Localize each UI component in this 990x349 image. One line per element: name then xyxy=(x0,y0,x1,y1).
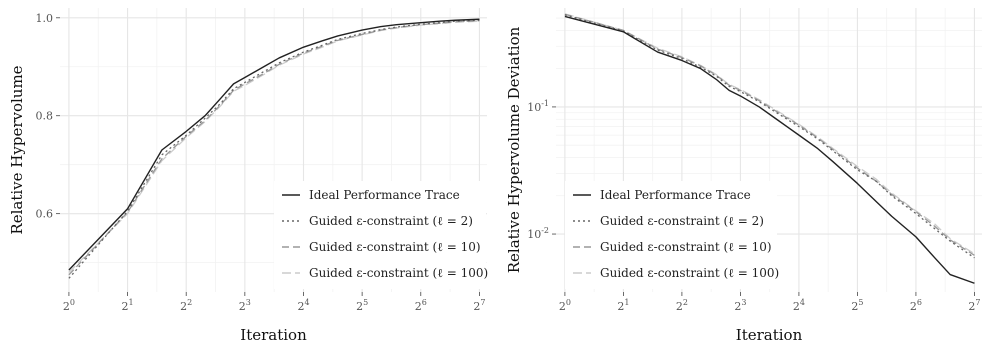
chart-svg-relative-hypervolume-deviation: 20 21 22 23 24 25 26 27 10-2 10-1 Iteration Relativ… xyxy=(505,8,982,344)
y-tick-label: 0.8 xyxy=(36,110,54,123)
y-axis: 10-2 10-1 xyxy=(527,99,556,241)
legend-label-2: Guided ε-constraint (ℓ = 10) xyxy=(600,240,772,254)
y-axis-title: Relative Hypervolume Deviation xyxy=(505,26,523,273)
y-tick-label: 0.6 xyxy=(36,208,54,221)
legend: Ideal Performance Trace Guided ε-constrai… xyxy=(565,181,779,289)
series-line-0 xyxy=(564,15,975,284)
series-lines xyxy=(564,13,975,284)
series-line-2 xyxy=(68,20,480,276)
x-tick-label: 26 xyxy=(910,298,922,313)
x-tick-label: 20 xyxy=(63,298,75,313)
y-axis-title: Relative Hypervolume xyxy=(8,65,26,234)
legend: Ideal Performance Trace Guided ε-constrai… xyxy=(274,181,488,289)
series-line-1 xyxy=(68,19,480,279)
legend-label-3: Guided ε-constraint (ℓ = 100) xyxy=(600,266,779,280)
legend-label-2: Guided ε-constraint (ℓ = 10) xyxy=(309,240,481,254)
chart-relative-hypervolume-deviation: 20 21 22 23 24 25 26 27 10-2 10-1 Iteration Relativ… xyxy=(495,0,990,349)
minor-gridlines xyxy=(60,8,487,292)
x-axis-title: Iteration xyxy=(240,326,307,344)
x-tick-label: 27 xyxy=(473,298,485,313)
x-tick-label: 23 xyxy=(734,298,746,313)
y-tick-label: 1.0 xyxy=(36,12,54,25)
legend-label-1: Guided ε-constraint (ℓ = 2) xyxy=(600,214,764,228)
series-lines xyxy=(68,18,480,279)
x-tick-label: 22 xyxy=(676,298,688,313)
legend-label-0: Ideal Performance Trace xyxy=(309,188,460,202)
y-tick-label: 10-1 xyxy=(527,99,549,114)
legend-background xyxy=(274,181,486,289)
x-tick-label: 24 xyxy=(793,298,805,313)
legend-background xyxy=(565,181,777,289)
series-line-0 xyxy=(68,18,480,271)
x-axis: 20 21 22 23 24 25 26 27 xyxy=(559,292,980,313)
x-tick-label: 23 xyxy=(239,298,251,313)
major-gridlines xyxy=(60,8,487,292)
x-tick-label: 27 xyxy=(968,298,980,313)
x-tick-label: 24 xyxy=(297,298,309,313)
x-tick-label: 25 xyxy=(851,298,863,313)
x-tick-label: 26 xyxy=(415,298,427,313)
x-axis: 20 21 22 23 24 25 26 27 xyxy=(63,292,485,313)
legend-label-1: Guided ε-constraint (ℓ = 2) xyxy=(309,214,473,228)
y-tick-label: 10-2 xyxy=(527,226,549,241)
x-axis-title: Iteration xyxy=(736,326,803,344)
minor-gridlines xyxy=(556,8,982,292)
x-tick-label: 21 xyxy=(122,298,134,313)
x-tick-label: 22 xyxy=(180,298,192,313)
legend-label-0: Ideal Performance Trace xyxy=(600,188,751,202)
x-tick-label: 25 xyxy=(356,298,368,313)
legend-label-3: Guided ε-constraint (ℓ = 100) xyxy=(309,266,488,280)
chart-relative-hypervolume: 20 21 22 23 24 25 26 27 0.6 0.8 1.0 Iteration Relati… xyxy=(8,8,488,344)
x-tick-label: 20 xyxy=(559,298,571,313)
y-axis: 0.6 0.8 1.0 xyxy=(36,12,60,221)
series-line-2 xyxy=(564,13,975,256)
chart-svg-relative-hypervolume: 20 21 22 23 24 25 26 27 0.6 0.8 1.0 Iteration Relati… xyxy=(8,8,488,344)
x-tick-label: 21 xyxy=(617,298,629,313)
